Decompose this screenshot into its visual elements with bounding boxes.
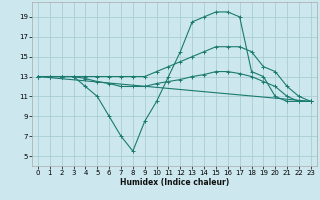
X-axis label: Humidex (Indice chaleur): Humidex (Indice chaleur) [120, 178, 229, 187]
